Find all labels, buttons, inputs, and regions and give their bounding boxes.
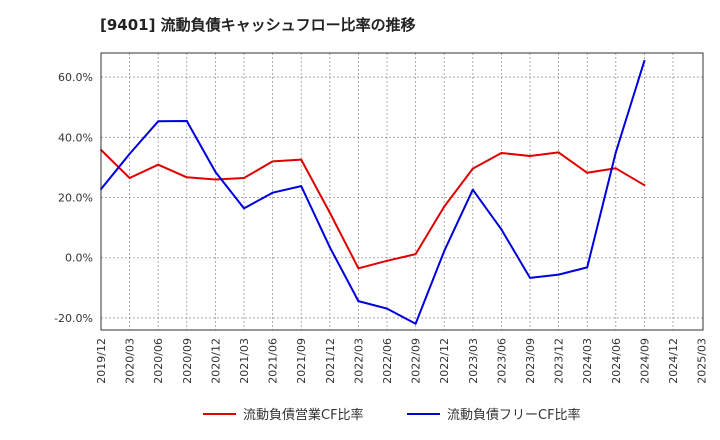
data-point <box>357 300 360 303</box>
data-point <box>529 276 531 279</box>
x-tick-label: 2024/03 <box>581 338 594 384</box>
x-tick-label: 2021/09 <box>295 338 308 384</box>
data-point <box>243 207 245 210</box>
data-point <box>300 158 303 161</box>
data-point <box>414 253 417 256</box>
x-tick-label: 2024/12 <box>667 338 680 384</box>
y-tick-label: 60.0% <box>58 71 93 84</box>
data-point <box>471 167 474 170</box>
chart-title: [9401] 流動負債キャッシュフロー比率の推移 <box>100 16 416 34</box>
legend-label-operating-cf: 流動負債営業CF比率 <box>243 407 364 423</box>
x-tick-label: 2021/06 <box>267 338 280 384</box>
data-point <box>128 176 131 179</box>
x-tick-label: 2024/06 <box>610 338 623 384</box>
x-tick-label: 2023/06 <box>495 338 508 384</box>
data-point <box>443 205 446 208</box>
series-line-operating-cf <box>100 149 645 270</box>
data-point <box>185 176 188 179</box>
data-point <box>614 167 617 170</box>
data-point <box>643 59 646 62</box>
y-tick-label: 0.0% <box>65 252 93 265</box>
data-point <box>214 170 217 173</box>
data-point <box>271 160 274 163</box>
data-point <box>300 185 303 188</box>
y-axis-ticks: 60.0% 40.0% 20.0% 0.0% -20.0% <box>54 71 93 325</box>
data-point <box>471 188 474 191</box>
plot-background <box>101 53 703 330</box>
data-point <box>386 307 388 310</box>
y-tick-label: 40.0% <box>58 131 93 144</box>
data-point <box>328 211 331 214</box>
data-point <box>500 228 503 231</box>
x-tick-label: 2022/03 <box>352 338 365 384</box>
data-point <box>614 151 617 154</box>
data-point <box>357 267 360 270</box>
data-point <box>386 259 388 262</box>
y-tick-label: -20.0% <box>54 312 93 325</box>
plot-frame <box>100 52 704 331</box>
x-tick-label: 2020/03 <box>124 338 137 384</box>
legend: 流動負債営業CF比率 流動負債フリーCF比率 <box>203 407 581 423</box>
series-line-free-cf <box>100 60 646 325</box>
data-point <box>271 191 274 194</box>
data-point <box>414 322 417 325</box>
series-layer <box>100 59 646 325</box>
x-tick-label: 2020/06 <box>152 338 165 384</box>
data-point <box>586 171 589 174</box>
x-tick-label: 2022/06 <box>381 338 394 384</box>
grid-layer <box>101 53 703 330</box>
x-tick-label: 2023/03 <box>467 338 480 384</box>
x-tick-label: 2022/12 <box>438 338 451 384</box>
x-tick-label: 2020/12 <box>209 338 222 384</box>
data-point <box>500 151 503 154</box>
x-tick-label: 2023/09 <box>524 338 537 384</box>
x-tick-label: 2020/09 <box>181 338 194 384</box>
x-tick-label: 2023/12 <box>553 338 566 384</box>
data-point <box>157 163 160 166</box>
data-point <box>529 154 531 157</box>
data-point <box>557 273 560 276</box>
y-tick-label: 20.0% <box>58 192 93 205</box>
data-point <box>443 250 446 253</box>
data-point <box>128 152 131 155</box>
x-tick-label: 2025/03 <box>696 338 709 384</box>
data-point <box>214 178 217 181</box>
data-point <box>157 120 160 123</box>
x-tick-label: 2021/12 <box>324 338 337 384</box>
data-point <box>557 151 560 154</box>
legend-label-free-cf: 流動負債フリーCF比率 <box>447 407 581 423</box>
x-tick-label: 2019/12 <box>95 338 108 384</box>
data-point <box>643 184 646 187</box>
data-point <box>328 246 331 249</box>
data-point <box>185 120 188 123</box>
data-point <box>586 266 589 269</box>
x-tick-label: 2021/03 <box>238 338 251 384</box>
data-point <box>243 176 245 179</box>
x-tick-label: 2024/09 <box>638 338 651 384</box>
x-axis-ticks: 2019/12 2020/03 2020/06 2020/09 2020/12 2021/… <box>95 338 709 384</box>
x-tick-label: 2022/09 <box>410 338 423 384</box>
